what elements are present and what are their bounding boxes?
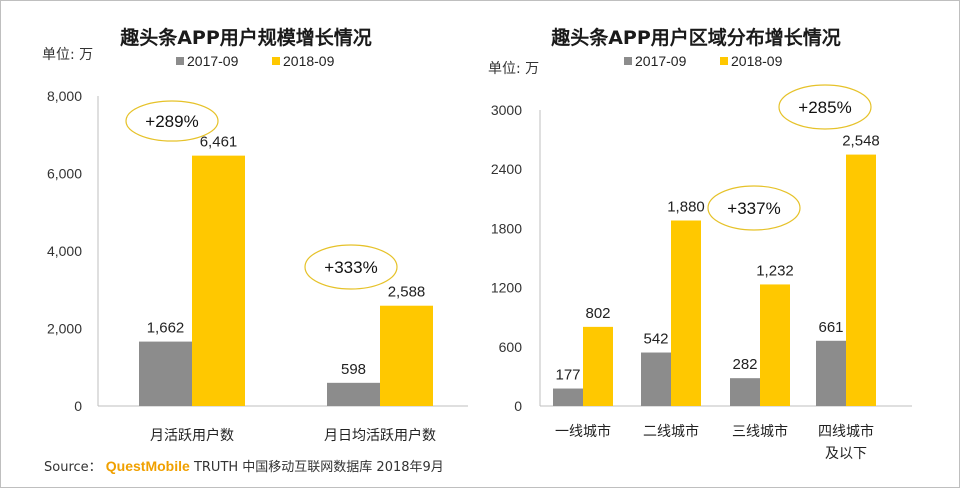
data-label: 177 bbox=[555, 367, 580, 384]
category-label: 月活跃用户数 bbox=[150, 427, 234, 444]
y-tick-label: 4,000 bbox=[47, 243, 82, 259]
growth-ellipse bbox=[778, 84, 872, 130]
bar bbox=[760, 284, 790, 406]
chart-title: 趣头条APP用户区域分布增长情况 bbox=[550, 26, 841, 49]
source-label: Source： bbox=[44, 460, 102, 475]
growth-label: +285% bbox=[798, 98, 851, 117]
y-tick-label: 2400 bbox=[491, 161, 522, 177]
data-label: 661 bbox=[818, 319, 843, 336]
growth-label: +337% bbox=[727, 199, 780, 218]
legend-swatch bbox=[272, 57, 280, 65]
source-text: TRUTH 中国移动互联网数据库 2018年9月 bbox=[193, 460, 444, 475]
growth-ellipse bbox=[304, 244, 398, 290]
data-label: 1,232 bbox=[756, 262, 794, 279]
growth-label: +289% bbox=[145, 112, 198, 131]
data-label: 1,662 bbox=[147, 320, 185, 337]
data-label: 542 bbox=[643, 331, 668, 348]
bar bbox=[671, 220, 701, 406]
legend-label: 2017-09 bbox=[187, 53, 239, 69]
bar bbox=[139, 341, 192, 406]
legend-swatch bbox=[624, 57, 632, 65]
category-label: 月日均活跃用户数 bbox=[324, 427, 436, 444]
chart-title: 趣头条APP用户规模增长情况 bbox=[119, 26, 372, 49]
bar bbox=[846, 154, 876, 406]
growth-ellipse bbox=[707, 185, 801, 231]
data-label: 802 bbox=[585, 305, 610, 322]
category-label: 四线城市 bbox=[818, 423, 874, 440]
y-tick-label: 1200 bbox=[491, 280, 522, 296]
legend-label: 2017-09 bbox=[635, 53, 687, 69]
data-label: 598 bbox=[341, 361, 366, 378]
legend-swatch bbox=[176, 57, 184, 65]
bar bbox=[583, 326, 613, 406]
bar bbox=[553, 388, 583, 406]
bar bbox=[816, 340, 846, 406]
y-tick-label: 0 bbox=[514, 398, 522, 414]
y-tick-label: 1800 bbox=[491, 220, 522, 236]
category-label: 一线城市 bbox=[555, 423, 611, 440]
y-tick-label: 2,000 bbox=[47, 321, 82, 337]
y-tick-label: 6,000 bbox=[47, 166, 82, 182]
data-label: 2,548 bbox=[842, 133, 880, 150]
bar bbox=[327, 382, 380, 406]
bar bbox=[380, 305, 433, 406]
growth-ellipse bbox=[125, 100, 219, 142]
category-label: 及以下 bbox=[825, 446, 867, 462]
y-tick-label: 600 bbox=[499, 339, 523, 355]
category-label: 二线城市 bbox=[643, 423, 699, 440]
y-tick-label: 0 bbox=[74, 398, 82, 414]
growth-label: +333% bbox=[324, 258, 377, 277]
bar bbox=[192, 155, 245, 406]
data-label: 2,588 bbox=[388, 284, 426, 301]
bar bbox=[730, 378, 760, 406]
bar bbox=[641, 352, 671, 406]
source-note: Source： QuestMobile TRUTH 中国移动互联网数据库 201… bbox=[44, 456, 444, 475]
y-tick-label: 8,000 bbox=[47, 88, 82, 104]
unit-label: 单位: 万 bbox=[488, 61, 539, 77]
unit-label: 单位: 万 bbox=[42, 47, 93, 63]
y-tick-label: 3000 bbox=[491, 102, 522, 118]
legend-label: 2018-09 bbox=[731, 53, 783, 69]
source-brand: QuestMobile bbox=[105, 458, 190, 474]
data-label: 1,880 bbox=[667, 199, 705, 216]
data-label: 282 bbox=[732, 356, 757, 373]
data-label: 6,461 bbox=[200, 134, 238, 151]
category-label: 三线城市 bbox=[732, 423, 788, 440]
legend-label: 2018-09 bbox=[283, 53, 335, 69]
legend-swatch bbox=[720, 57, 728, 65]
